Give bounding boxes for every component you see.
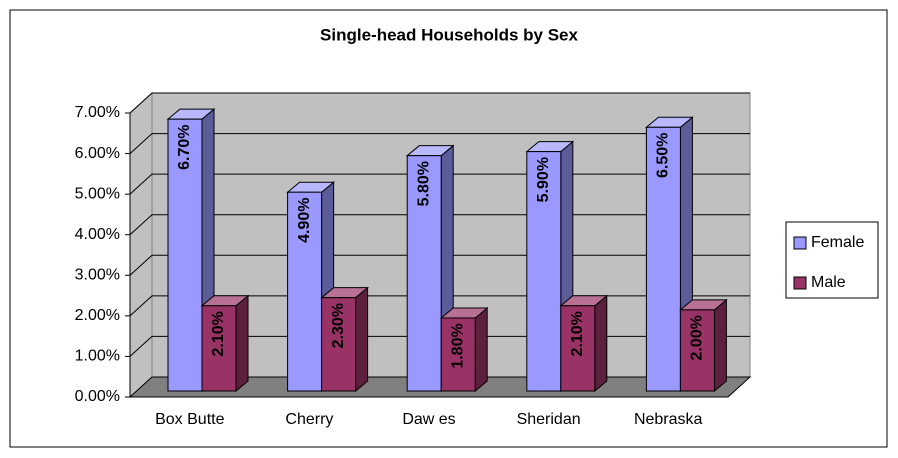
legend-swatch (793, 236, 807, 250)
y-tick-label: 6.00% (75, 145, 120, 162)
bar-side (235, 294, 249, 393)
data-label: 2.10% (210, 311, 227, 356)
x-tick-label: Nebraska (634, 411, 703, 428)
data-label: 6.50% (655, 133, 672, 178)
y-tick-label: 7.00% (75, 104, 120, 121)
bar-side (474, 306, 488, 393)
grid-line (129, 133, 750, 154)
bar-side (355, 286, 369, 393)
legend-label: Male (811, 274, 846, 291)
y-tick-label: 5.00% (75, 185, 120, 202)
data-label: 2.00% (689, 315, 706, 360)
bar (645, 126, 681, 392)
y-tick-label: 3.00% (75, 267, 120, 284)
y-tick-label: 2.00% (75, 307, 120, 324)
x-tick-label: Sheridan (517, 411, 581, 428)
x-tick-label: Cherry (285, 411, 333, 428)
side-wall (129, 91, 153, 399)
data-label: 4.90% (296, 198, 313, 243)
bar (679, 309, 715, 392)
chart-title: Single-head Households by Sex (320, 25, 578, 44)
data-label: 1.80% (449, 323, 466, 368)
x-tick-label: Box Butte (155, 411, 224, 428)
bar (526, 151, 562, 392)
bar (560, 305, 596, 392)
data-label: 5.80% (415, 161, 432, 206)
data-label: 2.30% (330, 303, 347, 348)
bar (406, 155, 442, 392)
y-tick-label: 0.00% (75, 388, 120, 405)
legend-label: Female (811, 234, 864, 251)
x-tick-label: Daw es (402, 411, 455, 428)
y-tick-label: 4.00% (75, 226, 120, 243)
bar-side (594, 294, 608, 393)
grid-line (129, 92, 750, 114)
bar (440, 317, 476, 392)
bar-side (713, 298, 727, 393)
bar (167, 118, 203, 392)
data-label: 5.90% (535, 157, 552, 202)
data-label: 6.70% (176, 124, 193, 169)
data-label: 2.10% (569, 311, 586, 356)
y-tick-label: 1.00% (75, 348, 120, 365)
bar (201, 305, 237, 392)
legend-swatch (793, 276, 807, 290)
bar (321, 297, 357, 392)
bar (287, 191, 323, 392)
